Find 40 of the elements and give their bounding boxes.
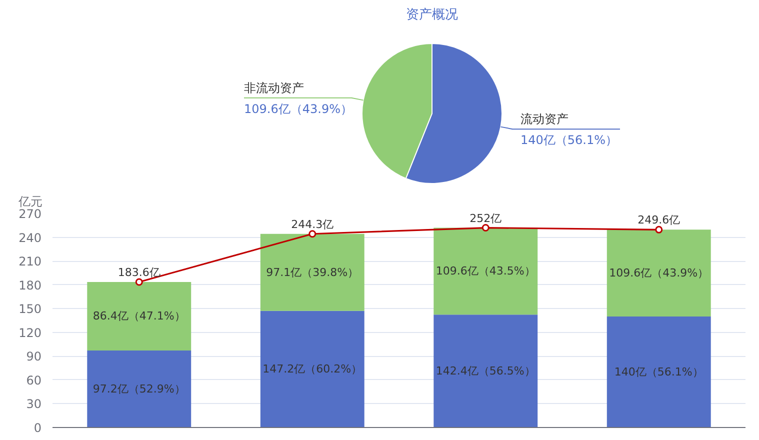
y-tick-label: 90: [26, 350, 42, 364]
data-label: 109.6亿（43.9%）: [609, 266, 709, 280]
y-tick-label: 150: [18, 302, 42, 316]
y-tick-label: 180: [18, 278, 42, 292]
data-label: 244.3亿: [291, 218, 334, 231]
slice-label: 流动资产: [520, 112, 569, 126]
bar: [87, 282, 192, 350]
bar: [87, 350, 192, 428]
point: [655, 226, 663, 234]
data-label: 140亿（56.1%）: [520, 133, 618, 148]
data-label: 109.6亿（43.5%）: [436, 264, 536, 278]
y-tick-label: 60: [26, 373, 42, 388]
bar: [606, 316, 711, 428]
bar: [606, 230, 711, 317]
data-label: 183.6亿: [118, 266, 160, 279]
point: [135, 278, 143, 286]
chart-title: 资产概况: [406, 8, 458, 22]
data-label: 97.2亿（52.9%）: [92, 382, 186, 396]
y-tick-label: 30: [26, 397, 42, 412]
data-label: 86.4亿（47.1%）: [92, 310, 186, 323]
y-tick-label: 240: [18, 230, 42, 245]
data-label: 97.1亿（39.8%）: [266, 266, 359, 279]
bar: [434, 314, 538, 428]
point: [482, 224, 490, 232]
y-tick-label: 270: [18, 207, 42, 221]
y-tick-label: 120: [18, 326, 42, 340]
data-label: 147.2亿（60.2%）: [262, 362, 362, 376]
data-label: 140亿（56.1%）: [614, 366, 704, 379]
data-label: 249.6亿: [638, 214, 680, 227]
bar: [260, 310, 364, 428]
data-label: 252亿: [470, 212, 502, 225]
bar: [434, 228, 538, 315]
y-axis-title: 亿元: [18, 194, 42, 208]
bar: [260, 234, 364, 311]
point: [308, 230, 316, 238]
data-label: 142.4亿（56.5%）: [436, 364, 536, 378]
slice-label: 非流动资产: [244, 80, 304, 95]
y-tick-label: 210: [18, 254, 42, 269]
y-tick-label: 0: [34, 421, 42, 435]
data-label: 109.6亿（43.9%）: [244, 102, 352, 116]
